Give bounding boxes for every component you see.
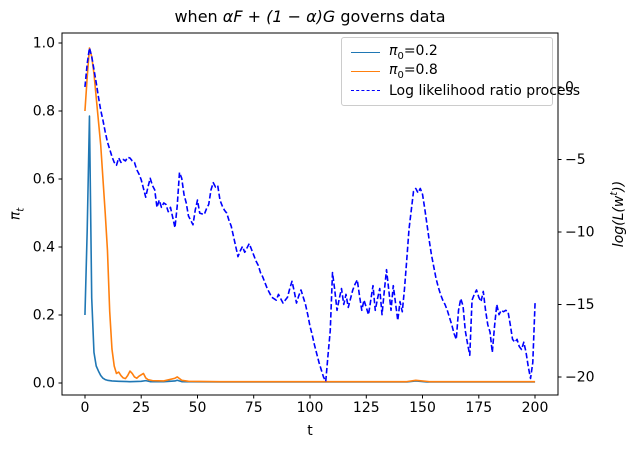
axes-frame: [61, 32, 559, 396]
legend-item-pi-0.8: π0=0.8: [351, 62, 544, 81]
series-llr-line: [84, 47, 536, 383]
y-left-axis-subscript: t: [15, 207, 27, 212]
y-right-tick-label: 0: [565, 80, 574, 96]
legend-label-llr: Log likelihood ratio process: [389, 83, 580, 99]
x-tick-label: 125: [353, 400, 380, 416]
y-left-axis-symbol: π: [7, 211, 24, 221]
y-left-axis-label: πt: [8, 208, 27, 220]
y-right-axis-post: )): [610, 180, 627, 192]
y-left-tick-label: 1.0: [33, 36, 55, 52]
chart-title-suffix: governs data: [335, 7, 446, 26]
x-axis-label: t: [307, 423, 313, 439]
y-left-tick-label: 0.6: [33, 172, 55, 188]
y-right-tick-label: −10: [565, 225, 595, 241]
y-left-tick-label: 0.0: [33, 376, 55, 392]
pi-symbol: π: [389, 62, 398, 79]
legend-label-pi-0.8: π0=0.8: [389, 62, 438, 81]
y-right-axis-sup: t: [609, 191, 621, 196]
pi-symbol: π: [389, 43, 398, 60]
series-pi08-line: [84, 47, 536, 383]
x-tick-label: 175: [465, 400, 492, 416]
legend-value-text: =0.2: [403, 43, 438, 60]
y-right-tick-label: −5: [565, 152, 586, 168]
x-tick-label: 0: [81, 400, 90, 416]
x-tick-label: 50: [189, 400, 207, 416]
legend-item-llr: Log likelihood ratio process: [351, 81, 580, 100]
y-right-axis-label: log(L(wt)): [609, 181, 627, 247]
legend-line-swatch-pi-0.8: [351, 71, 380, 72]
legend-label-pi-0.2: π0=0.2: [389, 43, 438, 62]
y-right-tick-label: −15: [565, 297, 595, 313]
legend-value-text: =0.8: [403, 62, 438, 79]
chart-title-math: αF + (1 − α)G: [222, 7, 336, 26]
chart-title-prefix: when: [174, 7, 223, 26]
pi-subscript: 0: [397, 50, 404, 62]
legend: π0=0.2 π0=0.8 Log likelihood ratio proce…: [341, 37, 580, 106]
chart-title: when αF + (1 − α)G governs data: [62, 7, 558, 26]
y-right-tick-label: −20: [565, 370, 595, 386]
x-tick-label: 100: [297, 400, 324, 416]
y-right-axis-pre: log(L(w: [610, 195, 627, 248]
y-left-tick-label: 0.4: [33, 240, 55, 256]
y-left-tick-label: 0.2: [33, 308, 55, 324]
legend-line-swatch-llr: [351, 90, 380, 91]
x-tick-label: 75: [245, 400, 263, 416]
legend-value-text: Log likelihood ratio process: [389, 82, 581, 99]
legend-line-swatch-pi-0.2: [351, 52, 380, 53]
y-left-tick-label: 0.8: [33, 104, 55, 120]
x-tick-label: 25: [132, 400, 150, 416]
pi-subscript: 0: [397, 69, 404, 81]
legend-item-pi-0.2: π0=0.2: [351, 43, 544, 62]
x-tick-label: 150: [409, 400, 436, 416]
x-tick-label: 200: [522, 400, 549, 416]
